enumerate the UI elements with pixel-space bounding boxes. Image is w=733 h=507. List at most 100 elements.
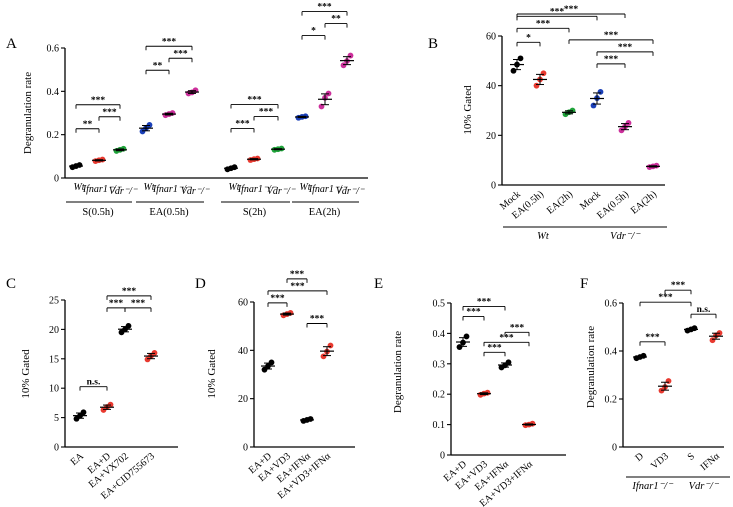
x-tick-label: Ifnar1⁻/⁻ bbox=[152, 184, 192, 195]
data-point bbox=[590, 102, 597, 109]
x-tick-label: Vdr⁻/⁻ bbox=[181, 186, 210, 197]
x-tick-label: EA(0.5h) bbox=[595, 189, 631, 222]
sig-label: *** bbox=[109, 299, 124, 309]
y-axis-title: Degranulation rate bbox=[392, 331, 404, 413]
group-label: EA(2h) bbox=[309, 207, 341, 218]
sig-label: *** bbox=[564, 5, 579, 15]
sig-label: *** bbox=[131, 299, 146, 309]
sig-label: n.s. bbox=[697, 305, 711, 315]
x-tick-label: Wt bbox=[73, 182, 84, 193]
x-tick-label: Wt bbox=[299, 182, 310, 193]
sig-label: *** bbox=[536, 19, 551, 29]
sig-label: *** bbox=[477, 297, 492, 307]
data-point bbox=[144, 356, 151, 363]
sig-label: *** bbox=[173, 49, 188, 59]
x-tick-label: IFNα bbox=[698, 450, 722, 473]
x-tick-label: S bbox=[686, 451, 697, 463]
y-tick-label: 0.2 bbox=[433, 390, 446, 401]
y-tick-label: 0.3 bbox=[433, 359, 446, 370]
y-tick-label: 0.4 bbox=[433, 329, 446, 340]
y-tick-label: 0.6 bbox=[605, 299, 618, 310]
x-tick-label: VD3 bbox=[649, 451, 671, 472]
panel-letter: A bbox=[6, 36, 17, 52]
x-tick-label: Wt bbox=[143, 182, 154, 193]
group-label: S(2h) bbox=[243, 207, 267, 218]
y-tick-label: 0 bbox=[491, 181, 496, 192]
sig-label: n.s. bbox=[87, 378, 101, 388]
y-tick-label: 20 bbox=[49, 325, 59, 336]
sig-label: ** bbox=[331, 15, 341, 25]
data-point bbox=[533, 82, 540, 89]
data-point bbox=[517, 55, 524, 62]
y-tick-label: 0.1 bbox=[433, 420, 446, 431]
data-point bbox=[505, 359, 512, 366]
sig-label: *** bbox=[247, 96, 262, 106]
data-point bbox=[625, 120, 632, 126]
panel-f: F 0 0.2 0.4 0.6 Degranulation rate D VD3 S IFNα If… bbox=[580, 276, 730, 492]
data-point bbox=[618, 127, 625, 134]
y-tick-label: 25 bbox=[49, 296, 59, 307]
panel-letter: E bbox=[374, 276, 383, 292]
sig-label: *** bbox=[645, 333, 660, 343]
x-tick-label: D bbox=[633, 451, 646, 464]
panel-letter: C bbox=[6, 276, 16, 292]
x-tick-label: EA bbox=[69, 450, 87, 467]
group-label: Ifnar1⁻/⁻ bbox=[631, 481, 674, 492]
sig-label: *** bbox=[671, 281, 686, 291]
y-tick-label: 0 bbox=[54, 443, 59, 454]
y-tick-label: 5 bbox=[54, 413, 59, 424]
sig-label: *** bbox=[102, 108, 117, 118]
y-tick-label: 0.5 bbox=[433, 299, 446, 310]
data-point bbox=[340, 62, 347, 69]
group-label: Vdr⁻/⁻ bbox=[689, 481, 720, 492]
sig-label: *** bbox=[604, 31, 619, 41]
sig-label: *** bbox=[122, 287, 137, 297]
sig-label: *** bbox=[235, 120, 250, 130]
sig-label: *** bbox=[310, 315, 325, 325]
group-label: Wt bbox=[537, 231, 550, 242]
y-tick-label: 60 bbox=[486, 32, 496, 43]
sig-label: *** bbox=[499, 333, 514, 343]
data-point bbox=[597, 88, 604, 95]
sig-label: *** bbox=[259, 108, 274, 118]
data-point bbox=[709, 337, 716, 344]
x-tick-label: Wt bbox=[228, 182, 239, 193]
y-tick-label: 20 bbox=[486, 131, 496, 142]
sig-label: *** bbox=[550, 7, 565, 17]
group-label: Vdr⁻/⁻ bbox=[610, 231, 641, 242]
y-axis-title: Degranulation rate bbox=[22, 72, 34, 154]
data-point bbox=[463, 333, 470, 340]
y-axis-title: 10% Gated bbox=[206, 349, 218, 399]
data-point bbox=[125, 322, 132, 329]
data-point bbox=[540, 70, 547, 77]
y-tick-label: 40 bbox=[238, 346, 248, 357]
data-point bbox=[327, 342, 334, 349]
x-tick-label: Ifnar1⁻/⁻ bbox=[308, 184, 348, 195]
x-tick-label: Vdr⁻/⁻ bbox=[267, 186, 296, 197]
sig-label: ** bbox=[153, 61, 163, 71]
y-axis-title: Degranulation rate bbox=[585, 326, 597, 408]
y-tick-label: 40 bbox=[486, 81, 496, 92]
data-point bbox=[347, 52, 354, 59]
data-point bbox=[80, 409, 87, 416]
sig-label: *** bbox=[317, 3, 332, 13]
y-axis-title: 10% Gated bbox=[462, 85, 474, 135]
x-tick-label: Vdr⁻/⁻ bbox=[336, 186, 365, 197]
sig-label: *** bbox=[290, 270, 305, 280]
x-tick-label: EA(2h) bbox=[629, 189, 659, 217]
sig-label: *** bbox=[487, 343, 502, 353]
data-point bbox=[268, 359, 275, 366]
sig-label: * bbox=[526, 33, 531, 43]
y-tick-label: 0 bbox=[440, 451, 445, 462]
y-tick-label: 0 bbox=[243, 443, 248, 454]
sig-label: *** bbox=[270, 294, 285, 304]
y-tick-label: 0 bbox=[612, 443, 617, 454]
sig-label: * bbox=[311, 27, 316, 37]
data-point bbox=[320, 353, 327, 360]
